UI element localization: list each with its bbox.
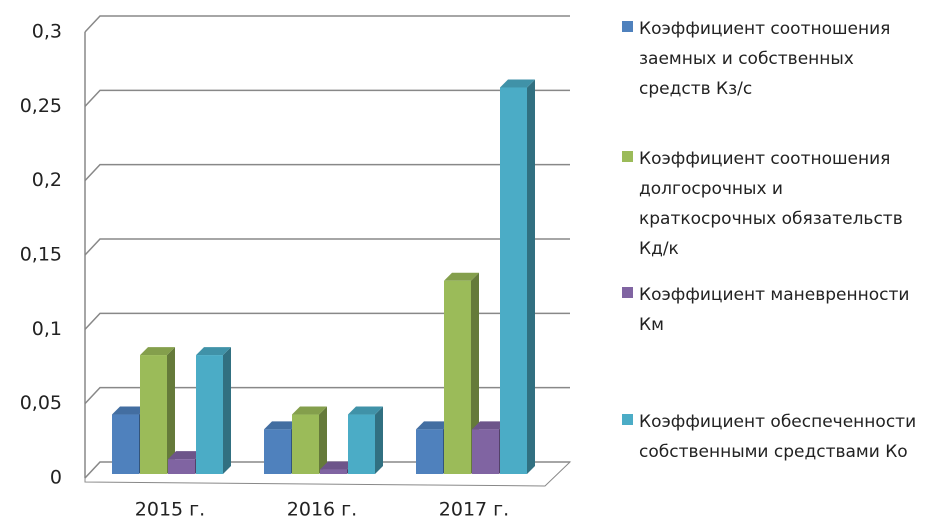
legend-label: Коэффициент маневренности Км bbox=[639, 285, 910, 335]
bar bbox=[140, 347, 175, 474]
bar-top bbox=[292, 406, 327, 415]
legend-item: Коэффициент обеспеченности собственными … bbox=[622, 407, 922, 467]
legend-item: Коэффициент маневренности Км bbox=[622, 280, 922, 340]
bar bbox=[292, 406, 327, 474]
bar-front bbox=[112, 414, 139, 474]
grid-line bbox=[84, 163, 570, 182]
bar-side bbox=[223, 347, 231, 474]
bar-front bbox=[472, 429, 499, 474]
bar-side bbox=[471, 272, 479, 474]
legend-label: Коэффициент обеспеченности собственными … bbox=[639, 412, 917, 462]
legend-swatch bbox=[622, 151, 633, 162]
x-tick-label: 2015 г. bbox=[135, 499, 205, 521]
bar-front bbox=[444, 280, 471, 474]
legend-swatch bbox=[622, 414, 633, 425]
bar-front bbox=[292, 414, 319, 474]
legend-label: Коэффициент соотношения заемных и собств… bbox=[639, 19, 891, 99]
bar-top bbox=[264, 421, 299, 430]
bar-top bbox=[348, 406, 383, 415]
y-tick-label: 0,05 bbox=[20, 392, 62, 414]
bar bbox=[196, 347, 231, 474]
grid-line bbox=[84, 461, 570, 479]
y-tick-label: 0,15 bbox=[20, 244, 62, 266]
bar-front bbox=[320, 469, 347, 474]
y-tick-label: 0,2 bbox=[32, 169, 62, 191]
legend-item: Коэффициент соотношения долгосрочных и к… bbox=[622, 144, 922, 264]
bar-front bbox=[416, 429, 443, 474]
grid-line bbox=[84, 312, 570, 330]
grid-line bbox=[84, 89, 570, 107]
bar bbox=[348, 406, 383, 474]
legend-swatch bbox=[622, 287, 633, 298]
bar bbox=[444, 272, 479, 474]
bar-top bbox=[472, 421, 507, 430]
bar-top bbox=[168, 451, 203, 460]
bar bbox=[500, 79, 535, 474]
y-tick-label: 0,25 bbox=[20, 95, 62, 117]
bar-top bbox=[500, 79, 535, 88]
y-tick-label: 0,1 bbox=[32, 318, 62, 340]
bar-front bbox=[168, 459, 195, 474]
bar-top bbox=[416, 421, 451, 430]
bar-top bbox=[320, 461, 355, 470]
y-tick-label: 0 bbox=[50, 467, 62, 489]
bar-top bbox=[112, 406, 147, 415]
bar-front bbox=[264, 429, 291, 474]
bar-front bbox=[196, 355, 223, 474]
grid-line bbox=[84, 238, 570, 256]
bar-side bbox=[319, 406, 327, 474]
grid-line bbox=[84, 15, 570, 33]
y-tick-label: 0,3 bbox=[32, 21, 62, 43]
bar-top bbox=[444, 272, 479, 281]
grid-line bbox=[84, 386, 570, 405]
bar-front bbox=[500, 87, 527, 474]
bar-side bbox=[375, 406, 383, 474]
legend-swatch bbox=[622, 21, 633, 32]
x-tick-label: 2016 г. bbox=[287, 499, 357, 521]
legend-label: Коэффициент соотношения долгосрочных и к… bbox=[639, 149, 903, 259]
bar-top bbox=[140, 347, 175, 356]
bar-top bbox=[196, 347, 231, 356]
x-tick-label: 2017 г. bbox=[439, 499, 509, 521]
plot: 0 0,05 0,1 0,15 0,2 0,25 0,3 2015 г. 2016 г. 2017… bbox=[20, 15, 572, 521]
legend-item: Коэффициент соотношения заемных и собств… bbox=[622, 14, 922, 104]
bar-side bbox=[167, 347, 175, 474]
bar-front bbox=[348, 414, 375, 474]
bar-front bbox=[140, 355, 167, 474]
bar-side bbox=[527, 79, 535, 474]
